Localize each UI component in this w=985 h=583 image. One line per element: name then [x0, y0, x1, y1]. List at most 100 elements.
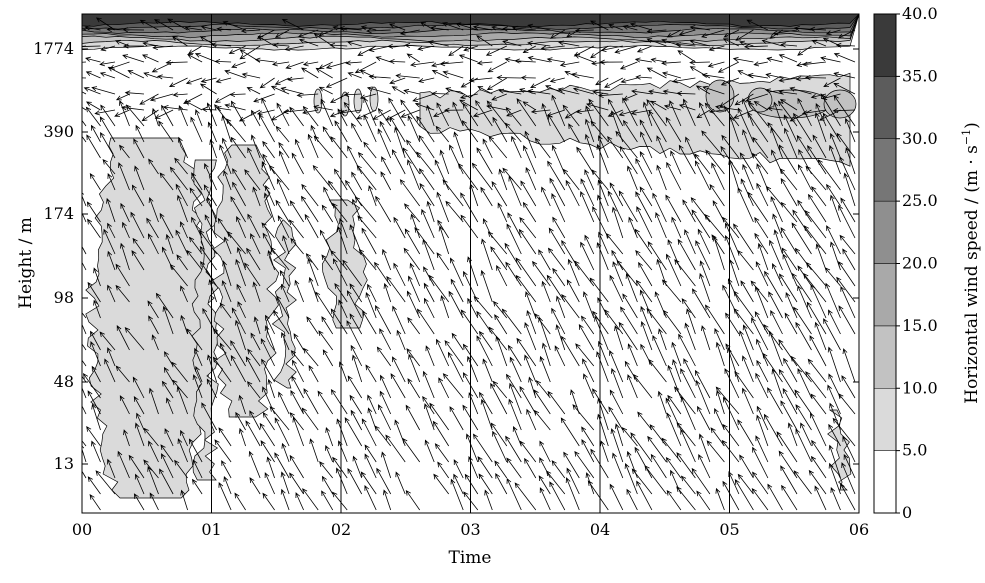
wind-vector — [481, 238, 493, 271]
wind-vector — [388, 59, 406, 65]
wind-vector — [351, 171, 363, 191]
wind-vector — [289, 454, 304, 479]
wind-vector — [302, 61, 319, 67]
wind-vector — [178, 105, 188, 127]
wind-vector — [478, 473, 493, 495]
wind-vector — [151, 61, 174, 73]
x-tick-label: 04 — [590, 520, 610, 539]
wind-vector — [330, 308, 348, 335]
wind-vector — [755, 261, 769, 287]
wind-vector — [634, 446, 653, 479]
wind-vector — [708, 45, 725, 52]
wind-vector — [480, 398, 493, 431]
wind-vector — [249, 477, 261, 495]
wind-vector — [547, 247, 566, 271]
wind-vector — [418, 134, 435, 159]
wind-vector — [200, 261, 217, 287]
wind-vector — [734, 93, 754, 106]
wind-vector — [777, 100, 798, 127]
wind-vector — [440, 295, 450, 319]
wind-vector — [264, 325, 275, 351]
wind-vector — [840, 197, 856, 223]
wind-vector — [82, 45, 101, 47]
wind-vector — [175, 229, 188, 255]
wind-vector — [82, 28, 87, 31]
wind-vector — [414, 102, 435, 111]
wind-vector — [250, 134, 261, 159]
wind-vector — [199, 229, 217, 255]
wind-vector — [250, 332, 261, 351]
wind-vector — [838, 305, 856, 335]
wind-vector — [106, 458, 116, 479]
wind-vector — [639, 150, 653, 175]
wind-vector — [497, 202, 508, 223]
wind-vector — [102, 159, 116, 175]
wind-vector — [420, 21, 435, 31]
wind-vector — [776, 431, 798, 463]
wind-vector — [770, 196, 783, 223]
wind-vector — [634, 57, 652, 63]
wind-vector — [724, 222, 740, 255]
wind-vector — [583, 291, 595, 319]
wind-vector — [477, 456, 493, 479]
wind-vector — [596, 351, 609, 383]
wind-vector — [305, 253, 319, 271]
wind-vector — [666, 29, 682, 38]
wind-vector — [754, 232, 769, 255]
wind-vector — [199, 83, 217, 95]
wind-vector — [793, 26, 812, 32]
wind-vector — [345, 60, 362, 66]
wind-vector — [533, 409, 551, 431]
wind-vector — [221, 460, 232, 479]
wind-vector — [589, 277, 609, 303]
wind-vector — [89, 173, 101, 191]
wind-vector — [648, 110, 667, 143]
wind-vector — [692, 288, 711, 319]
wind-vector — [492, 380, 508, 399]
wind-vector — [117, 450, 130, 479]
wind-vector — [551, 460, 566, 479]
wind-vector — [783, 114, 798, 143]
wind-vector — [122, 43, 145, 49]
jet-core-cell-1 — [705, 79, 735, 113]
wind-vector — [114, 109, 130, 117]
wind-vector — [678, 103, 696, 111]
wind-vector — [263, 192, 275, 223]
wind-vector — [722, 38, 740, 47]
wind-vector — [99, 116, 116, 143]
wind-vector — [763, 413, 783, 447]
wind-vector — [294, 279, 304, 303]
wind-vector — [276, 102, 290, 127]
wind-vector — [780, 227, 798, 255]
wind-vector — [323, 186, 334, 207]
x-tick-label: 02 — [331, 520, 351, 539]
wind-vector — [804, 210, 827, 239]
surface-fast-region-3 — [211, 144, 280, 418]
wind-vector — [417, 45, 435, 51]
wind-vector — [292, 359, 304, 383]
wind-vector — [770, 309, 783, 335]
wind-vector — [436, 252, 450, 271]
wind-vector — [838, 393, 856, 415]
wind-vector — [802, 61, 827, 67]
wind-vector — [662, 71, 682, 79]
wind-vector — [551, 94, 566, 127]
wind-vector — [352, 455, 363, 479]
wind-vector — [122, 27, 145, 33]
wind-vector — [119, 100, 130, 127]
wind-vector — [392, 356, 406, 383]
wind-vector — [752, 136, 769, 159]
wind-vector — [379, 390, 392, 415]
wind-vector — [472, 25, 493, 31]
wind-vector — [86, 101, 101, 111]
wind-vector — [293, 333, 304, 351]
wind-vector — [125, 104, 145, 127]
wind-vector — [524, 457, 537, 479]
wind-vector — [717, 61, 740, 73]
wind-vector — [428, 274, 450, 303]
wind-vector — [100, 104, 116, 127]
wind-vector — [406, 53, 420, 63]
wind-vector — [778, 77, 798, 83]
wind-vector — [472, 109, 493, 118]
wind-vector — [549, 177, 566, 207]
